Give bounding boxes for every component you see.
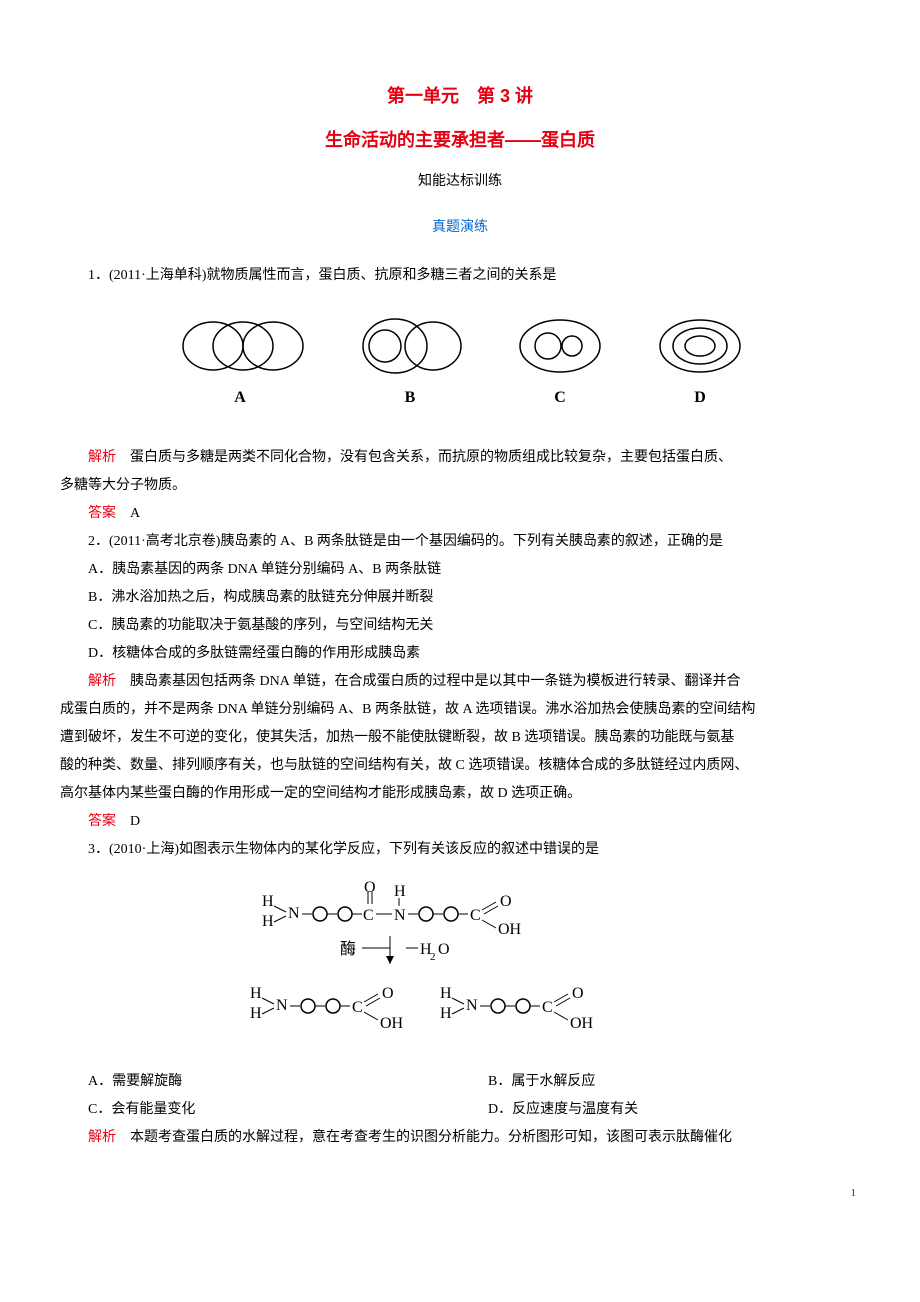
explain-label: 解析 — [88, 1130, 116, 1145]
svg-text:H: H — [250, 985, 262, 1002]
svg-text:O: O — [364, 879, 376, 896]
svg-text:H: H — [262, 893, 274, 910]
svg-text:H: H — [250, 1005, 262, 1022]
q3-chem-diagram: H H N C O N H C O OH 酶 — [60, 878, 860, 1058]
q2-exp1: 胰岛素基因包括两条 DNA 单链，在合成蛋白质的过程中是以其中一条链为模板进行转… — [116, 674, 741, 689]
q2-explain-l2: 成蛋白质的，并不是两条 DNA 单链分别编码 A、B 两条肽链，故 A 选项错误… — [60, 696, 860, 724]
q3-optC: C．会有能量变化 — [60, 1096, 460, 1124]
explain-label: 解析 — [88, 450, 116, 465]
q3-options-row1: A．需要解旋酶 B．属于水解反应 — [60, 1068, 860, 1096]
subtitle: 知能达标训练 — [60, 168, 860, 196]
q3-options-row2: C．会有能量变化 D．反应速度与温度有关 — [60, 1096, 860, 1124]
answer-label: 答案 — [88, 814, 116, 829]
q2-explain-l5: 高尔基体内某些蛋白酶的作用形成一定的空间结构才能形成胰岛素，故 D 选项正确。 — [60, 780, 860, 808]
lesson-title: 生命活动的主要承担者——蛋白质 — [60, 122, 860, 158]
q2-stem: 2．(2011·高考北京卷)胰岛素的 A、B 两条肽链是由一个基因编码的。下列有… — [60, 528, 860, 556]
q2-answer-text: D — [116, 814, 140, 829]
svg-text:H: H — [440, 985, 452, 1002]
explain-label: 解析 — [88, 674, 116, 689]
q3-optA: A．需要解旋酶 — [60, 1068, 460, 1096]
q3-optD: D．反应速度与温度有关 — [460, 1096, 860, 1124]
svg-text:OH: OH — [380, 1015, 404, 1032]
svg-text:C: C — [470, 907, 481, 924]
q1-diagram-d: D — [655, 316, 745, 414]
q1-diagrams: A B C D — [60, 316, 860, 414]
svg-text:N: N — [276, 997, 288, 1014]
q1-explain-line2: 多糖等大分子物质。 — [60, 472, 860, 500]
section-heading: 真题演练 — [60, 212, 860, 240]
q3-stem: 3．(2010·上海)如图表示生物体内的某化学反应，下列有关该反应的叙述中错误的… — [60, 836, 860, 864]
svg-text:H: H — [262, 913, 274, 930]
q1-stem: 1．(2011·上海单科)就物质属性而言，蛋白质、抗原和多糖三者之间的关系是 — [60, 262, 860, 290]
q2-optD: D．核糖体合成的多肽链需经蛋白酶的作用形成胰岛素 — [60, 640, 860, 668]
q1-label-d: D — [694, 382, 706, 414]
svg-text:O: O — [382, 985, 394, 1002]
svg-text:O: O — [500, 893, 512, 910]
q1-label-a: A — [234, 382, 246, 414]
q2-optA: A．胰岛素基因的两条 DNA 单链分别编码 A、B 两条肽链 — [60, 556, 860, 584]
q1-diagram-c: C — [515, 316, 605, 414]
svg-text:O: O — [572, 985, 584, 1002]
svg-text:OH: OH — [498, 921, 522, 938]
q1-explain-text: 蛋白质与多糖是两类不同化合物，没有包含关系，而抗原的物质组成比较复杂，主要包括蛋… — [116, 450, 732, 465]
svg-text:2: 2 — [430, 951, 436, 963]
q2-answer: 答案 D — [60, 808, 860, 836]
q2-explain-l3: 遭到破坏，发生不可逆的变化，使其失活，加热一般不能使肽键断裂，故 B 选项错误。… — [60, 724, 860, 752]
q1-diagram-a: A — [175, 316, 305, 414]
q1-answer: 答案 A — [60, 500, 860, 528]
q1-explain-line1: 解析 蛋白质与多糖是两类不同化合物，没有包含关系，而抗原的物质组成比较复杂，主要… — [60, 444, 860, 472]
svg-text:N: N — [466, 997, 478, 1014]
q3-explain-text: 本题考查蛋白质的水解过程，意在考查考生的识图分析能力。分析图形可知，该图可表示肽… — [116, 1130, 732, 1145]
unit-title: 第一单元 第 3 讲 — [60, 78, 860, 114]
answer-label: 答案 — [88, 506, 116, 521]
q2-optB: B．沸水浴加热之后，构成胰岛素的肽链充分伸展并断裂 — [60, 584, 860, 612]
q3-explain: 解析 本题考查蛋白质的水解过程，意在考查考生的识图分析能力。分析图形可知，该图可… — [60, 1124, 860, 1152]
q3-optB: B．属于水解反应 — [460, 1068, 860, 1096]
svg-text:N: N — [288, 905, 300, 922]
svg-text:C: C — [542, 999, 553, 1016]
svg-text:H: H — [394, 883, 406, 900]
q1-label-b: B — [405, 382, 416, 414]
q2-explain-l4: 酸的种类、数量、排列顺序有关，也与肽链的空间结构有关，故 C 选项错误。核糖体合… — [60, 752, 860, 780]
q1-answer-text: A — [116, 506, 140, 521]
svg-text:酶: 酶 — [340, 940, 356, 958]
q2-optC: C．胰岛素的功能取决于氨基酸的序列，与空间结构无关 — [60, 612, 860, 640]
q1-label-c: C — [554, 382, 566, 414]
svg-text:H: H — [440, 1005, 452, 1022]
svg-text:OH: OH — [570, 1015, 594, 1032]
svg-text:C: C — [363, 907, 374, 924]
q2-explain-l1: 解析 胰岛素基因包括两条 DNA 单链，在合成蛋白质的过程中是以其中一条链为模板… — [60, 668, 860, 696]
page-number: 1 — [60, 1182, 860, 1204]
svg-text:O: O — [438, 941, 450, 958]
svg-text:N: N — [394, 907, 406, 924]
svg-text:C: C — [352, 999, 363, 1016]
q1-diagram-b: B — [355, 316, 465, 414]
